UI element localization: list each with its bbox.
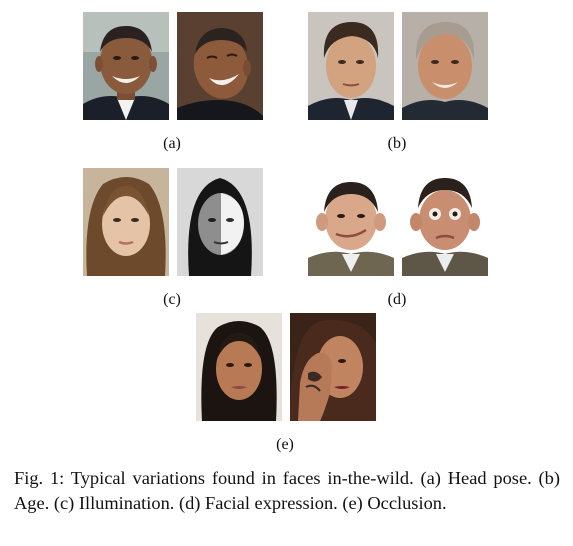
figure-caption: Fig. 1: Typical variations found in face… bbox=[14, 468, 560, 513]
panel-label-b: (b) bbox=[387, 135, 407, 152]
face-photo-d-left bbox=[308, 168, 394, 276]
face-photo-e-right bbox=[290, 313, 376, 421]
face-photo-b-right bbox=[402, 12, 488, 120]
panel-label-e: (e) bbox=[276, 436, 294, 453]
face-photo-e-left bbox=[196, 313, 282, 421]
face-photo-b-left bbox=[308, 12, 394, 120]
panel-label-c: (c) bbox=[163, 291, 181, 308]
face-photo-c-right bbox=[177, 168, 263, 276]
panel-label-a: (a) bbox=[163, 135, 181, 152]
panel-label-d: (d) bbox=[387, 291, 407, 308]
face-photo-d-right bbox=[402, 168, 488, 276]
face-photo-a-right bbox=[177, 12, 263, 120]
face-photo-c-left bbox=[83, 168, 169, 276]
face-photo-a-left bbox=[83, 12, 169, 120]
